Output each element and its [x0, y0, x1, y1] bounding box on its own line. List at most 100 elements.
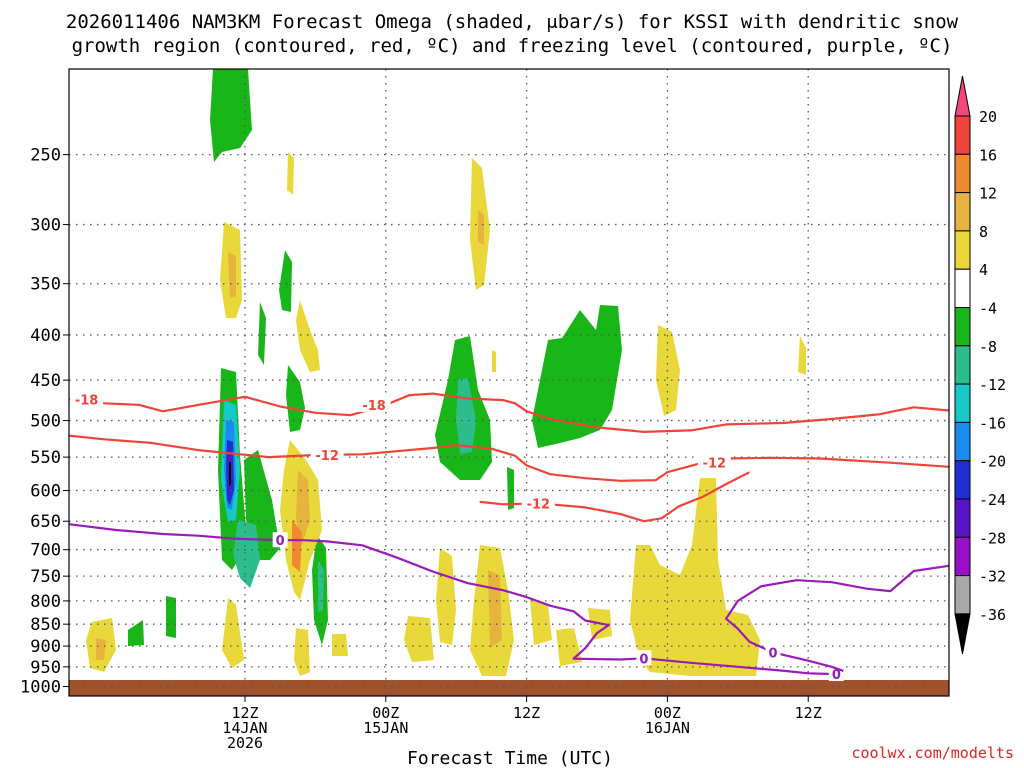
contour-label: -18	[362, 399, 386, 414]
omega-cell	[286, 365, 305, 432]
contour-label-bg	[357, 396, 391, 412]
contour-label-bg	[70, 391, 104, 407]
omega-shading	[86, 69, 806, 676]
omega-cell	[296, 470, 310, 545]
contour-label: 0	[276, 534, 285, 549]
omega-cell	[492, 350, 496, 372]
x-tick-label: 12Z	[513, 704, 540, 722]
y-tick-label: 600	[30, 482, 61, 502]
y-tick-label: 1000	[20, 678, 61, 698]
omega-cell	[287, 152, 294, 195]
colorbar-label: -28	[979, 529, 1006, 547]
colorbar-label: -32	[979, 568, 1006, 586]
omega-cell	[532, 305, 622, 448]
colorbar-segment	[954, 230, 971, 270]
colorbar: 20 16 12 8 4 -4 -8 -12 -16 -20 -24 -28 -32 -36	[954, 75, 1006, 654]
omega-cell	[258, 302, 266, 365]
contour-label-bg	[272, 532, 288, 548]
omega-cell	[279, 250, 292, 312]
omega-cell	[96, 638, 106, 660]
contour-layer: -18 -18 -12 -12 -12 0 0 0 0	[69, 391, 949, 683]
omega-cell	[488, 570, 502, 648]
contour-label: 0	[832, 668, 841, 683]
colorbar-label: -4	[979, 300, 997, 318]
omega-cell	[233, 520, 260, 588]
y-tick-label: 250	[30, 146, 61, 166]
x-tick-label: 12Z	[231, 704, 258, 722]
contour-line	[69, 392, 949, 433]
colorbar-top-triangle	[954, 75, 971, 117]
omega-cell	[128, 620, 144, 646]
omega-cell	[229, 462, 231, 486]
y-tick-label: 850	[30, 615, 61, 635]
x-tick-label: 15JAN	[363, 719, 408, 737]
contour-label: -18	[75, 393, 99, 408]
omega-cell	[296, 300, 320, 372]
colorbar-segment	[954, 460, 971, 500]
colorbar-segment	[954, 421, 971, 462]
colorbar-segment	[954, 115, 971, 155]
contour-label: 0	[639, 652, 648, 667]
omega-cell	[332, 634, 348, 656]
omega-cell	[530, 600, 552, 645]
omega-cell	[294, 628, 310, 676]
colorbar-segment	[954, 307, 971, 347]
y-tick-label: 500	[30, 412, 61, 432]
colorbar-segment	[954, 192, 971, 232]
contour-label-bg	[765, 644, 781, 660]
colorbar-segment	[954, 153, 971, 194]
contour-label: -12	[527, 498, 551, 513]
y-axis: 2503003504004505005506006507007508008509…	[20, 146, 69, 698]
colorbar-segment	[954, 575, 971, 615]
colorbar-label: 8	[979, 223, 988, 241]
contour-label: -12	[703, 457, 727, 472]
omega-cell	[404, 616, 434, 662]
contour-label-bg	[521, 495, 555, 511]
y-tick-label: 800	[30, 592, 61, 612]
chart-title-line1: 2026011406 NAM3KM Forecast Omega (shaded…	[66, 11, 959, 33]
omega-cell	[630, 478, 760, 676]
colorbar-label: 4	[979, 261, 988, 279]
contour-label-bg	[697, 454, 731, 470]
contour-label: 0	[768, 646, 777, 661]
contour-line	[724, 564, 949, 672]
omega-cell	[210, 69, 252, 162]
x-tick-label: 14JAN	[222, 719, 267, 737]
omega-cell	[507, 467, 514, 510]
credit-text: coolwx.com/modelts	[851, 744, 1014, 762]
y-tick-label: 400	[30, 326, 61, 346]
contour-label-bg	[310, 447, 344, 463]
omega-cell	[478, 210, 484, 245]
y-tick-label: 450	[30, 371, 61, 391]
ground-surface	[69, 680, 949, 696]
colorbar-segment	[954, 268, 971, 309]
chart-title-line2: growth region (contoured, red, ºC) and f…	[72, 35, 953, 57]
y-tick-label: 300	[30, 216, 61, 236]
contour-label: -12	[315, 449, 339, 464]
colorbar-label: -24	[979, 491, 1006, 509]
y-tick-label: 550	[30, 448, 61, 468]
colorbar-label: 16	[979, 146, 997, 164]
x-tick-label: 2026	[227, 734, 263, 752]
colorbar-label: 12	[979, 185, 997, 203]
omega-cell	[166, 596, 176, 638]
omega-cell	[222, 598, 244, 668]
colorbar-label: 20	[979, 108, 997, 126]
y-tick-label: 900	[30, 637, 61, 657]
colorbar-segment	[954, 345, 971, 385]
x-axis-title: Forecast Time (UTC)	[407, 748, 613, 768]
contour-line	[69, 523, 844, 676]
colorbar-label: -20	[979, 453, 1006, 471]
y-tick-label: 700	[30, 541, 61, 561]
colorbar-label: -36	[979, 606, 1006, 624]
x-tick-label: 16JAN	[645, 719, 690, 737]
plot-frame	[68, 68, 950, 697]
colorbar-label: -16	[979, 414, 1006, 432]
y-tick-label: 650	[30, 512, 61, 532]
colorbar-segment	[954, 383, 971, 423]
x-tick-label: 00Z	[372, 704, 399, 722]
omega-cell	[292, 520, 302, 572]
omega-cell	[436, 548, 456, 645]
